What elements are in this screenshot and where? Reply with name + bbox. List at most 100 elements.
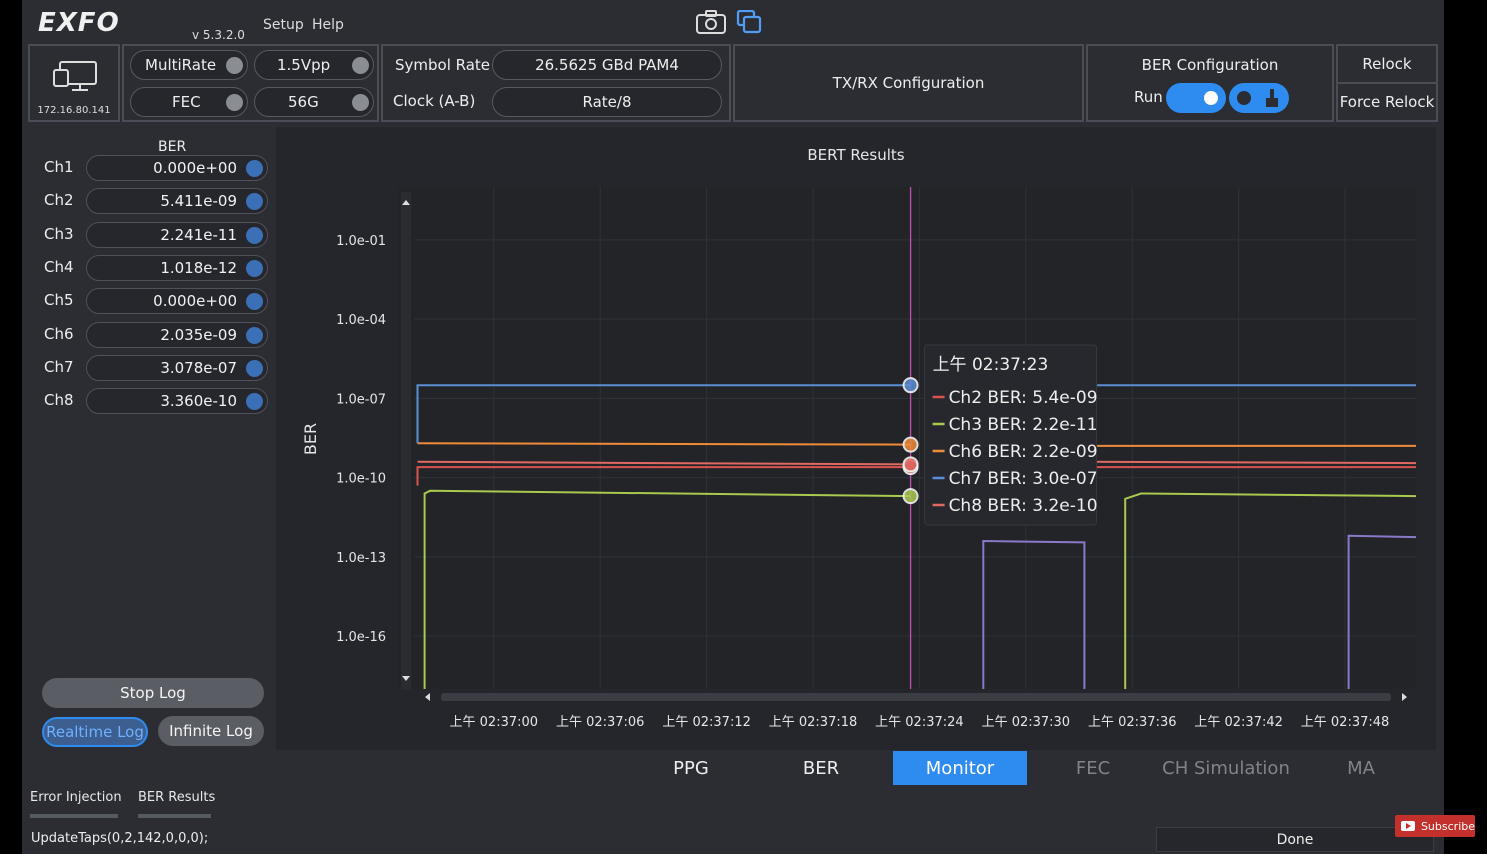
channel-ber-value: 0.000e+00	[153, 159, 237, 177]
scroll-left-icon[interactable]	[425, 693, 430, 701]
tab-error-injection[interactable]: Error Injection	[30, 790, 122, 805]
tab-error-injection-underline	[30, 814, 118, 818]
computer-icon	[53, 61, 97, 91]
tab-fec[interactable]: FEC	[1075, 757, 1111, 779]
channel-indicator	[246, 259, 263, 277]
exfo-logo: EXFO	[38, 8, 120, 38]
channel-ber-field[interactable]: 5.411e-09	[86, 188, 268, 215]
channel-ber-field[interactable]: 3.078e-07	[86, 354, 268, 381]
amplitude-label: 1.5Vpp	[277, 56, 331, 74]
brush-icon	[1266, 89, 1278, 107]
cursor-point-ch7	[902, 377, 919, 394]
multirate-indicator	[226, 57, 243, 74]
menu-setup[interactable]: Setup	[263, 17, 304, 33]
x-tick-label: 上午 02:37:18	[769, 715, 858, 730]
scroll-down-icon[interactable]	[402, 676, 410, 681]
channel-indicator	[246, 393, 263, 411]
cursor-points	[902, 377, 919, 505]
fec-indicator	[226, 94, 243, 111]
tab-ppg[interactable]: PPG	[673, 757, 709, 779]
amplitude-toggle[interactable]: 1.5Vpp	[254, 50, 374, 80]
realtime-log-button[interactable]: Realtime Log	[42, 717, 148, 747]
camera-icon[interactable]	[696, 10, 726, 34]
y-tick-label: 1.0e-07	[336, 392, 386, 407]
multirate-label: MultiRate	[145, 56, 217, 74]
force-relock-button[interactable]: Force Relock	[1336, 82, 1438, 122]
cursor-point-ch6	[902, 436, 919, 453]
tab-ma[interactable]: MA	[1347, 757, 1375, 779]
run-toggle[interactable]	[1166, 83, 1226, 113]
series-group	[416, 384, 1417, 689]
tab-ber-results[interactable]: BER Results	[138, 790, 216, 805]
channel-ber-field[interactable]: 0.000e+00	[86, 288, 268, 315]
stop-log-button[interactable]: Stop Log	[42, 678, 264, 708]
clock-value: Rate/8	[582, 93, 632, 111]
relock-label: Relock	[1362, 55, 1412, 73]
menu-bar: EXFO v 5.3.2.0 Setup Help	[22, 0, 1444, 44]
txrx-config-label: TX/RX Configuration	[832, 74, 985, 92]
series-line-ch2	[416, 466, 911, 486]
fec-label: FEC	[172, 93, 201, 111]
menu-help[interactable]: Help	[312, 17, 344, 33]
channel-ber-field[interactable]: 2.035e-09	[86, 321, 268, 348]
channel-ber-value: 2.241e-11	[160, 225, 237, 244]
relock-button[interactable]: Relock	[1336, 44, 1438, 84]
status-command: UpdateTaps(0,2,142,0,0,0);	[31, 831, 209, 846]
rate-label: 56G	[288, 93, 319, 111]
channel-ber-value: 5.411e-09	[160, 192, 237, 211]
tab-monitor[interactable]: Monitor	[893, 751, 1027, 785]
grid	[414, 187, 1416, 689]
clear-toggle[interactable]	[1229, 83, 1289, 113]
cursor-point-ch8	[902, 456, 919, 473]
scroll-up-icon[interactable]	[402, 200, 410, 205]
tooltip-row: Ch3 BER: 2.2e-11	[949, 415, 1098, 435]
channel-ber-field[interactable]: 3.360e-10	[86, 388, 268, 415]
channel-ber-field[interactable]: 0.000e+00	[86, 155, 268, 181]
channel-ber-value: 2.035e-09	[160, 325, 237, 344]
y-axis-label: BER	[301, 423, 320, 455]
channel-ber-field[interactable]: 1.018e-12	[86, 254, 268, 281]
fec-toggle[interactable]: FEC	[130, 87, 248, 117]
multirate-toggle[interactable]: MultiRate	[130, 50, 248, 80]
y-scrollbar[interactable]	[401, 192, 411, 690]
channel-label: Ch8	[44, 391, 74, 410]
clock-label: Clock (A-B)	[393, 92, 476, 110]
tab-ber[interactable]: BER	[802, 757, 840, 779]
tooltip-box	[924, 344, 1098, 526]
ber-panel-title: BER	[158, 139, 187, 155]
force-relock-label: Force Relock	[1339, 93, 1435, 111]
channel-label: Ch5	[44, 291, 74, 310]
scroll-right-icon[interactable]	[1402, 693, 1407, 701]
channel-ber-field[interactable]: 2.241e-11	[86, 221, 268, 248]
channel-label: Ch3	[44, 224, 74, 243]
y-tick-label: 1.0e-16	[336, 630, 386, 645]
rate-toggle[interactable]: 56G	[254, 87, 374, 117]
rate-indicator	[352, 94, 369, 111]
youtube-icon	[1401, 821, 1415, 831]
realtime-log-label: Realtime Log	[46, 723, 144, 741]
channel-indicator	[246, 326, 263, 344]
x-scrollbar[interactable]	[441, 693, 1391, 701]
device-panel[interactable]: 172.16.80.141	[28, 44, 120, 122]
cursor-tooltip: 上午 02:37:23 Ch2 BER: 5.4e-09 Ch3 BER: 2.2e…	[924, 344, 1098, 526]
series-line-ch7	[416, 384, 911, 444]
bert-results-chart[interactable]: BERT Results BER 1.0e-011.0e-041.0e-071.…	[276, 127, 1436, 750]
tooltip-row: Ch7 BER: 3.0e-07	[949, 469, 1098, 489]
subscribe-button[interactable]: Subscribe	[1395, 815, 1475, 837]
tooltip-row: Ch6 BER: 2.2e-09	[949, 442, 1098, 462]
channel-label: Ch6	[44, 324, 74, 343]
x-tick-labels: 上午 02:37:00 上午 02:37:06 上午 02:37:12 上午 02:3…	[450, 715, 1390, 730]
infinite-log-button[interactable]: Infinite Log	[158, 716, 264, 746]
series-line-ch4	[1347, 534, 1417, 689]
symbol-rate-select[interactable]: 26.5625 GBd PAM4	[492, 50, 722, 80]
clock-select[interactable]: Rate/8	[492, 87, 722, 117]
channel-indicator	[246, 293, 263, 311]
clear-toggle-knob	[1237, 91, 1251, 105]
tab-ch-simulation[interactable]: CH Simulation	[1162, 757, 1290, 779]
channel-ber-value: 3.360e-10	[160, 392, 237, 411]
tooltip-row: Ch2 BER: 5.4e-09	[949, 388, 1098, 408]
device-ip: 172.16.80.141	[37, 105, 111, 116]
copy-window-icon[interactable]	[735, 10, 765, 34]
txrx-config-button[interactable]: TX/RX Configuration	[733, 44, 1084, 122]
series-line-ch8	[417, 460, 911, 466]
